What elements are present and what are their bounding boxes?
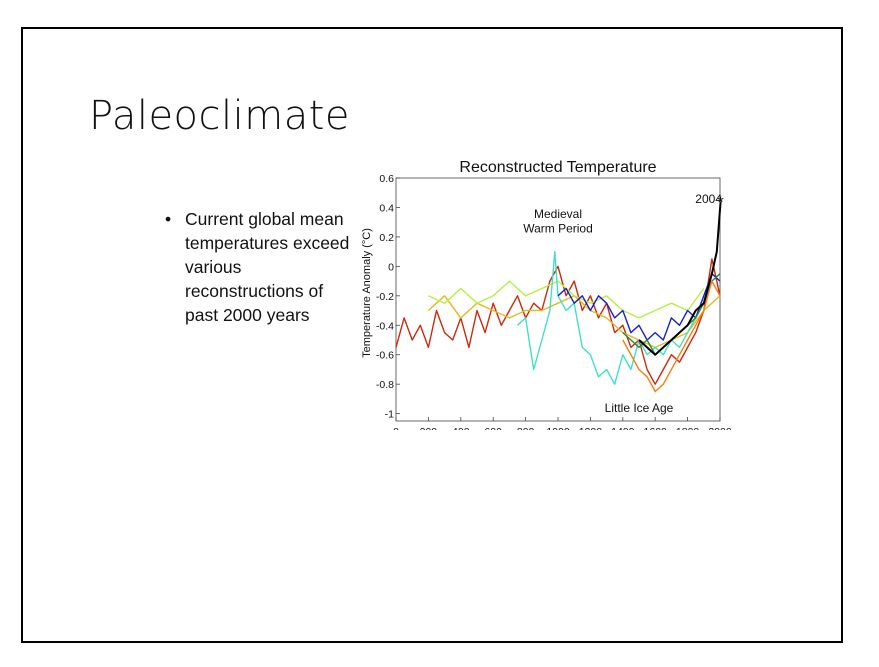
- y-tick-label: -0.8: [376, 379, 394, 391]
- y-tick-label: 0.2: [379, 232, 394, 244]
- series-line-7: [622, 280, 721, 393]
- y-tick-label: -1: [385, 409, 394, 421]
- series-line-6: [622, 273, 721, 356]
- y-tick-label: 0.6: [379, 173, 394, 185]
- x-tick-label: 200: [420, 426, 438, 430]
- marker-2004: *: [718, 195, 724, 212]
- x-tick-label: 1600: [644, 426, 668, 430]
- y-tick-label: 0.4: [379, 202, 394, 214]
- x-tick-label: 1200: [579, 426, 603, 430]
- bullet-item: • Current global mean temperatures excee…: [165, 207, 355, 327]
- y-tick-label: -0.6: [376, 350, 394, 362]
- chart-annotation: Warm Period: [523, 221, 593, 235]
- x-tick-label: 1800: [676, 426, 700, 430]
- bullet-text: Current global mean temperatures exceed …: [185, 209, 350, 325]
- chart-annotation: 2004: [695, 192, 722, 206]
- slide-title: Paleoclimate: [89, 93, 351, 139]
- x-tick-label: 400: [452, 426, 470, 430]
- bullet-list: • Current global mean temperatures excee…: [165, 207, 355, 327]
- x-tick-label: 600: [484, 426, 502, 430]
- y-tick-label: -0.4: [376, 320, 394, 332]
- x-tick-label: 800: [517, 426, 535, 430]
- chart-annotation: Medieval: [534, 207, 582, 221]
- temperature-chart: Reconstructed Temperature Temperature An…: [361, 159, 732, 430]
- x-tick-label: 0: [393, 426, 399, 430]
- y-axis-label: Temperature Anomaly (°C): [361, 228, 373, 358]
- y-tick-label: -0.2: [376, 291, 394, 303]
- x-tick-label: 1400: [611, 426, 635, 430]
- slide: Paleoclimate • Current global mean tempe…: [21, 27, 843, 643]
- bullet-dot: •: [165, 209, 172, 229]
- x-tick-label: 2000: [708, 426, 732, 430]
- series-line-5: [557, 272, 721, 341]
- y-tick-label: 0: [388, 261, 394, 273]
- chart-annotation: Little Ice Age: [605, 401, 674, 415]
- series-line-1: [395, 258, 721, 385]
- series-line-8: [638, 201, 722, 356]
- plot-area: 0.6 0.4 0.2 0 -0.2 -0.4 -0.6 -0.8 -1 0 200 400 600 80…: [376, 173, 732, 430]
- chart-title: Reconstructed Temperature: [459, 159, 656, 176]
- x-tick-label: 1000: [546, 426, 570, 430]
